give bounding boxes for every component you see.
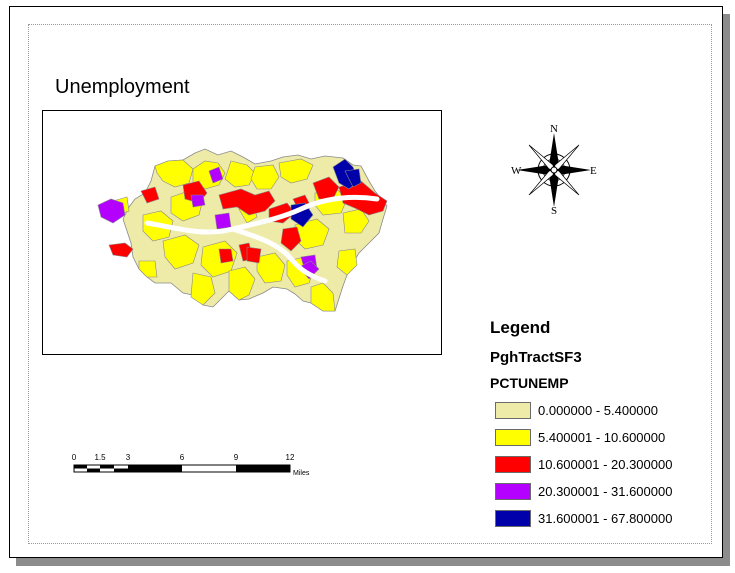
scale-tick-label: 9	[234, 453, 239, 462]
legend-class-row: 5.400001 - 10.600000	[490, 424, 710, 451]
compass-rose-icon: N S W E	[511, 123, 597, 217]
legend-class-label: 20.300001 - 31.600000	[538, 484, 673, 499]
legend: Legend PghTractSF3 PCTUNEMP 0.000000 - 5…	[490, 318, 710, 532]
scale-tick-label: 12	[286, 453, 295, 462]
legend-class-row: 0.000000 - 5.400000	[490, 397, 710, 424]
legend-swatch	[495, 402, 531, 419]
legend-class-row: 31.600001 - 67.800000	[490, 505, 710, 532]
river	[230, 226, 328, 284]
tract-map	[97, 148, 388, 312]
legend-layer-name: PghTractSF3	[490, 349, 582, 366]
tracts-class-4	[97, 166, 320, 280]
east-label: E	[590, 165, 597, 177]
south-label: S	[551, 205, 557, 215]
scale-tick-label: 0	[72, 453, 77, 462]
legend-class-label: 10.600001 - 20.300000	[538, 457, 673, 472]
river	[144, 194, 380, 235]
scale-tick-label: 3	[126, 453, 131, 462]
legend-field-name: PCTUNEMP	[490, 375, 569, 391]
west-label: W	[511, 165, 522, 177]
scale-bar-graphic: 0 1.5 3 6 9 12 Miles	[72, 453, 310, 477]
map-data-frame[interactable]	[42, 110, 442, 355]
legend-class-label: 31.600001 - 67.800000	[538, 511, 673, 526]
legend-class-row: 10.600001 - 20.300000	[490, 451, 710, 478]
legend-title: Legend	[490, 318, 551, 337]
map-title: Unemployment	[55, 76, 190, 98]
scale-tick-label: 6	[180, 453, 185, 462]
legend-swatch	[495, 456, 531, 473]
scale-tick-label: 1.5	[94, 453, 106, 462]
tracts-class-2	[112, 158, 370, 312]
legend-class-label: 5.400001 - 10.600000	[538, 430, 666, 445]
legend-class-row: 20.300001 - 31.600000	[490, 478, 710, 505]
scale-unit-label: Miles	[293, 470, 310, 477]
neatline	[28, 24, 712, 544]
legend-swatch	[495, 483, 531, 500]
north-label: N	[550, 125, 558, 135]
legend-swatch	[495, 510, 531, 527]
tracts-class-5	[290, 158, 362, 228]
legend-swatch	[495, 429, 531, 446]
legend-class-label: 0.000000 - 5.400000	[538, 403, 658, 418]
legend-classes: 0.000000 - 5.400000 5.400001 - 10.600000…	[490, 397, 710, 532]
scale-bar: 0 1.5 3 6 9 12 Miles	[64, 450, 324, 485]
north-arrow: N S W E	[509, 123, 599, 220]
